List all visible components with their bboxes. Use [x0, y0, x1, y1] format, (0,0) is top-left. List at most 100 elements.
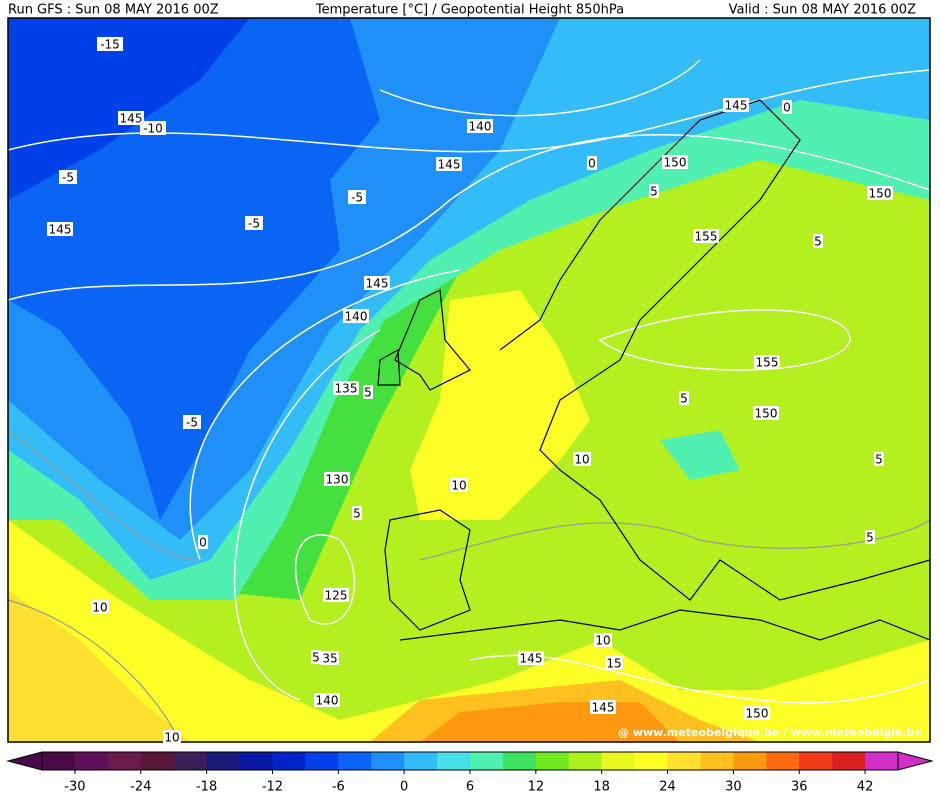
colorbar-tick-label: -30 [64, 780, 85, 795]
contour-label-box [867, 186, 893, 200]
contour-label-box [518, 651, 544, 665]
contour-label-text: 5 [364, 386, 372, 400]
contour-label: 145 [590, 700, 616, 715]
colorbar-arrow-left [6, 751, 43, 771]
colorbar-segment [667, 752, 701, 770]
colorbar-segment [107, 752, 142, 770]
contour-label-text: 140 [469, 120, 492, 134]
colorbar-segment [272, 752, 306, 770]
valid-label: Valid : Sun 08 MAY 2016 00Z [729, 3, 916, 18]
contour-label-box [343, 309, 369, 323]
contour-label-box [47, 222, 73, 236]
contour-label-text: 135 [335, 382, 358, 396]
contour-label-box [605, 656, 623, 670]
contour-label-text: -15 [100, 38, 120, 52]
contour-label: 145 [518, 651, 544, 666]
contour-label-text: 125 [325, 589, 348, 603]
contour-label-box [97, 37, 123, 51]
contour-label-text: 130 [326, 473, 349, 487]
contour-label: 140 [343, 309, 369, 324]
contour-label-box [118, 111, 144, 125]
contour-label-box [348, 190, 366, 204]
contour-label-text: 155 [756, 356, 779, 370]
colorbar-segment [832, 752, 866, 770]
map-frame [7, 17, 931, 743]
contour-label-box [467, 119, 493, 133]
run-label: Run GFS : Sun 08 MAY 2016 00Z [8, 3, 219, 18]
contour-label-box [587, 156, 597, 170]
contour-label-text: 145 [592, 701, 615, 715]
contour-label-text: 5 [866, 531, 874, 545]
contour-label-text: -5 [62, 171, 74, 185]
contour-label-text: 145 [49, 223, 72, 237]
colorbar-segment [74, 752, 109, 770]
colorbar-segment [799, 752, 833, 770]
contour-label: 135 [333, 381, 359, 396]
colorbar-segment [42, 752, 76, 770]
contour-label: -10 [140, 121, 166, 136]
contour-label-box [874, 452, 884, 466]
contour-label: 150 [662, 155, 688, 170]
contour-label: 155 [693, 229, 719, 244]
contour-label-box [140, 121, 166, 135]
colorbar-segment [338, 752, 372, 770]
contour-label-text: 5 [353, 507, 361, 521]
contour-label-box [245, 216, 263, 230]
contour-label: 35 [321, 651, 339, 666]
contour-label-box [782, 100, 792, 114]
contour-label-box [323, 588, 349, 602]
contour-label: 0 [587, 156, 597, 171]
colorbar-tick-label: 12 [528, 780, 545, 795]
contour-label: 0 [782, 100, 792, 115]
colorbar-segment [865, 752, 899, 770]
contour-label: 5 [865, 530, 875, 545]
colorbar-segment [568, 752, 603, 770]
contour-label-box [723, 98, 749, 112]
contour-label-box [865, 530, 875, 544]
contour-label-text: 5 [312, 651, 320, 665]
colorbar-tick-label: -6 [332, 780, 345, 795]
contour-label-text: 145 [725, 99, 748, 113]
contour-label: 145 [364, 276, 390, 291]
contour-label-text: 0 [588, 157, 596, 171]
colorbar-segment [502, 752, 537, 770]
contour-label-text: 10 [451, 479, 466, 493]
contour-label: 130 [324, 472, 350, 487]
contour-label-text: 140 [316, 694, 339, 708]
colorbar-segment [470, 752, 504, 770]
colorbar-tick-label: 0 [400, 780, 408, 795]
contour-label: 125 [323, 588, 349, 603]
contour-label: 145 [723, 98, 749, 113]
contour-label: 5 [649, 184, 659, 199]
colorbar-tick-label: 6 [466, 780, 474, 795]
colorbar-tick-label: -24 [130, 780, 151, 795]
contour-label-box [363, 385, 373, 399]
contour-label: 5 [311, 650, 321, 665]
credit: @ www.meteobelgique.be / www.meteobelgie… [618, 726, 922, 739]
colorbar-segment [535, 752, 570, 770]
contour-label-box [662, 155, 688, 169]
colorbar-segment [239, 752, 273, 770]
contour-label: 5 [813, 234, 823, 249]
colorbar-segment [634, 752, 669, 770]
colorbar-tick-label: 30 [725, 780, 742, 795]
contour-label-text: 150 [746, 707, 769, 721]
colorbar-segment [601, 752, 636, 770]
contour-label-text: 10 [574, 453, 589, 467]
contour-label-text: 150 [664, 156, 687, 170]
contour-label-text: 15 [606, 657, 621, 671]
contour-label: -5 [348, 190, 366, 205]
contour-label-text: 10 [595, 634, 610, 648]
contour-label-box [198, 535, 208, 549]
colorbar-tick-label: 24 [659, 780, 676, 795]
title: Temperature [°C] / Geopotential Height 8… [315, 3, 624, 18]
contour-label: -5 [245, 216, 263, 231]
contour-label-box [311, 650, 321, 664]
contour-label: 5 [363, 385, 373, 400]
colorbar-segment [700, 752, 734, 770]
contour-label-text: 10 [92, 601, 107, 615]
contour-label-box [813, 234, 823, 248]
contour-label-box [436, 157, 462, 171]
contour-label: 140 [314, 693, 340, 708]
